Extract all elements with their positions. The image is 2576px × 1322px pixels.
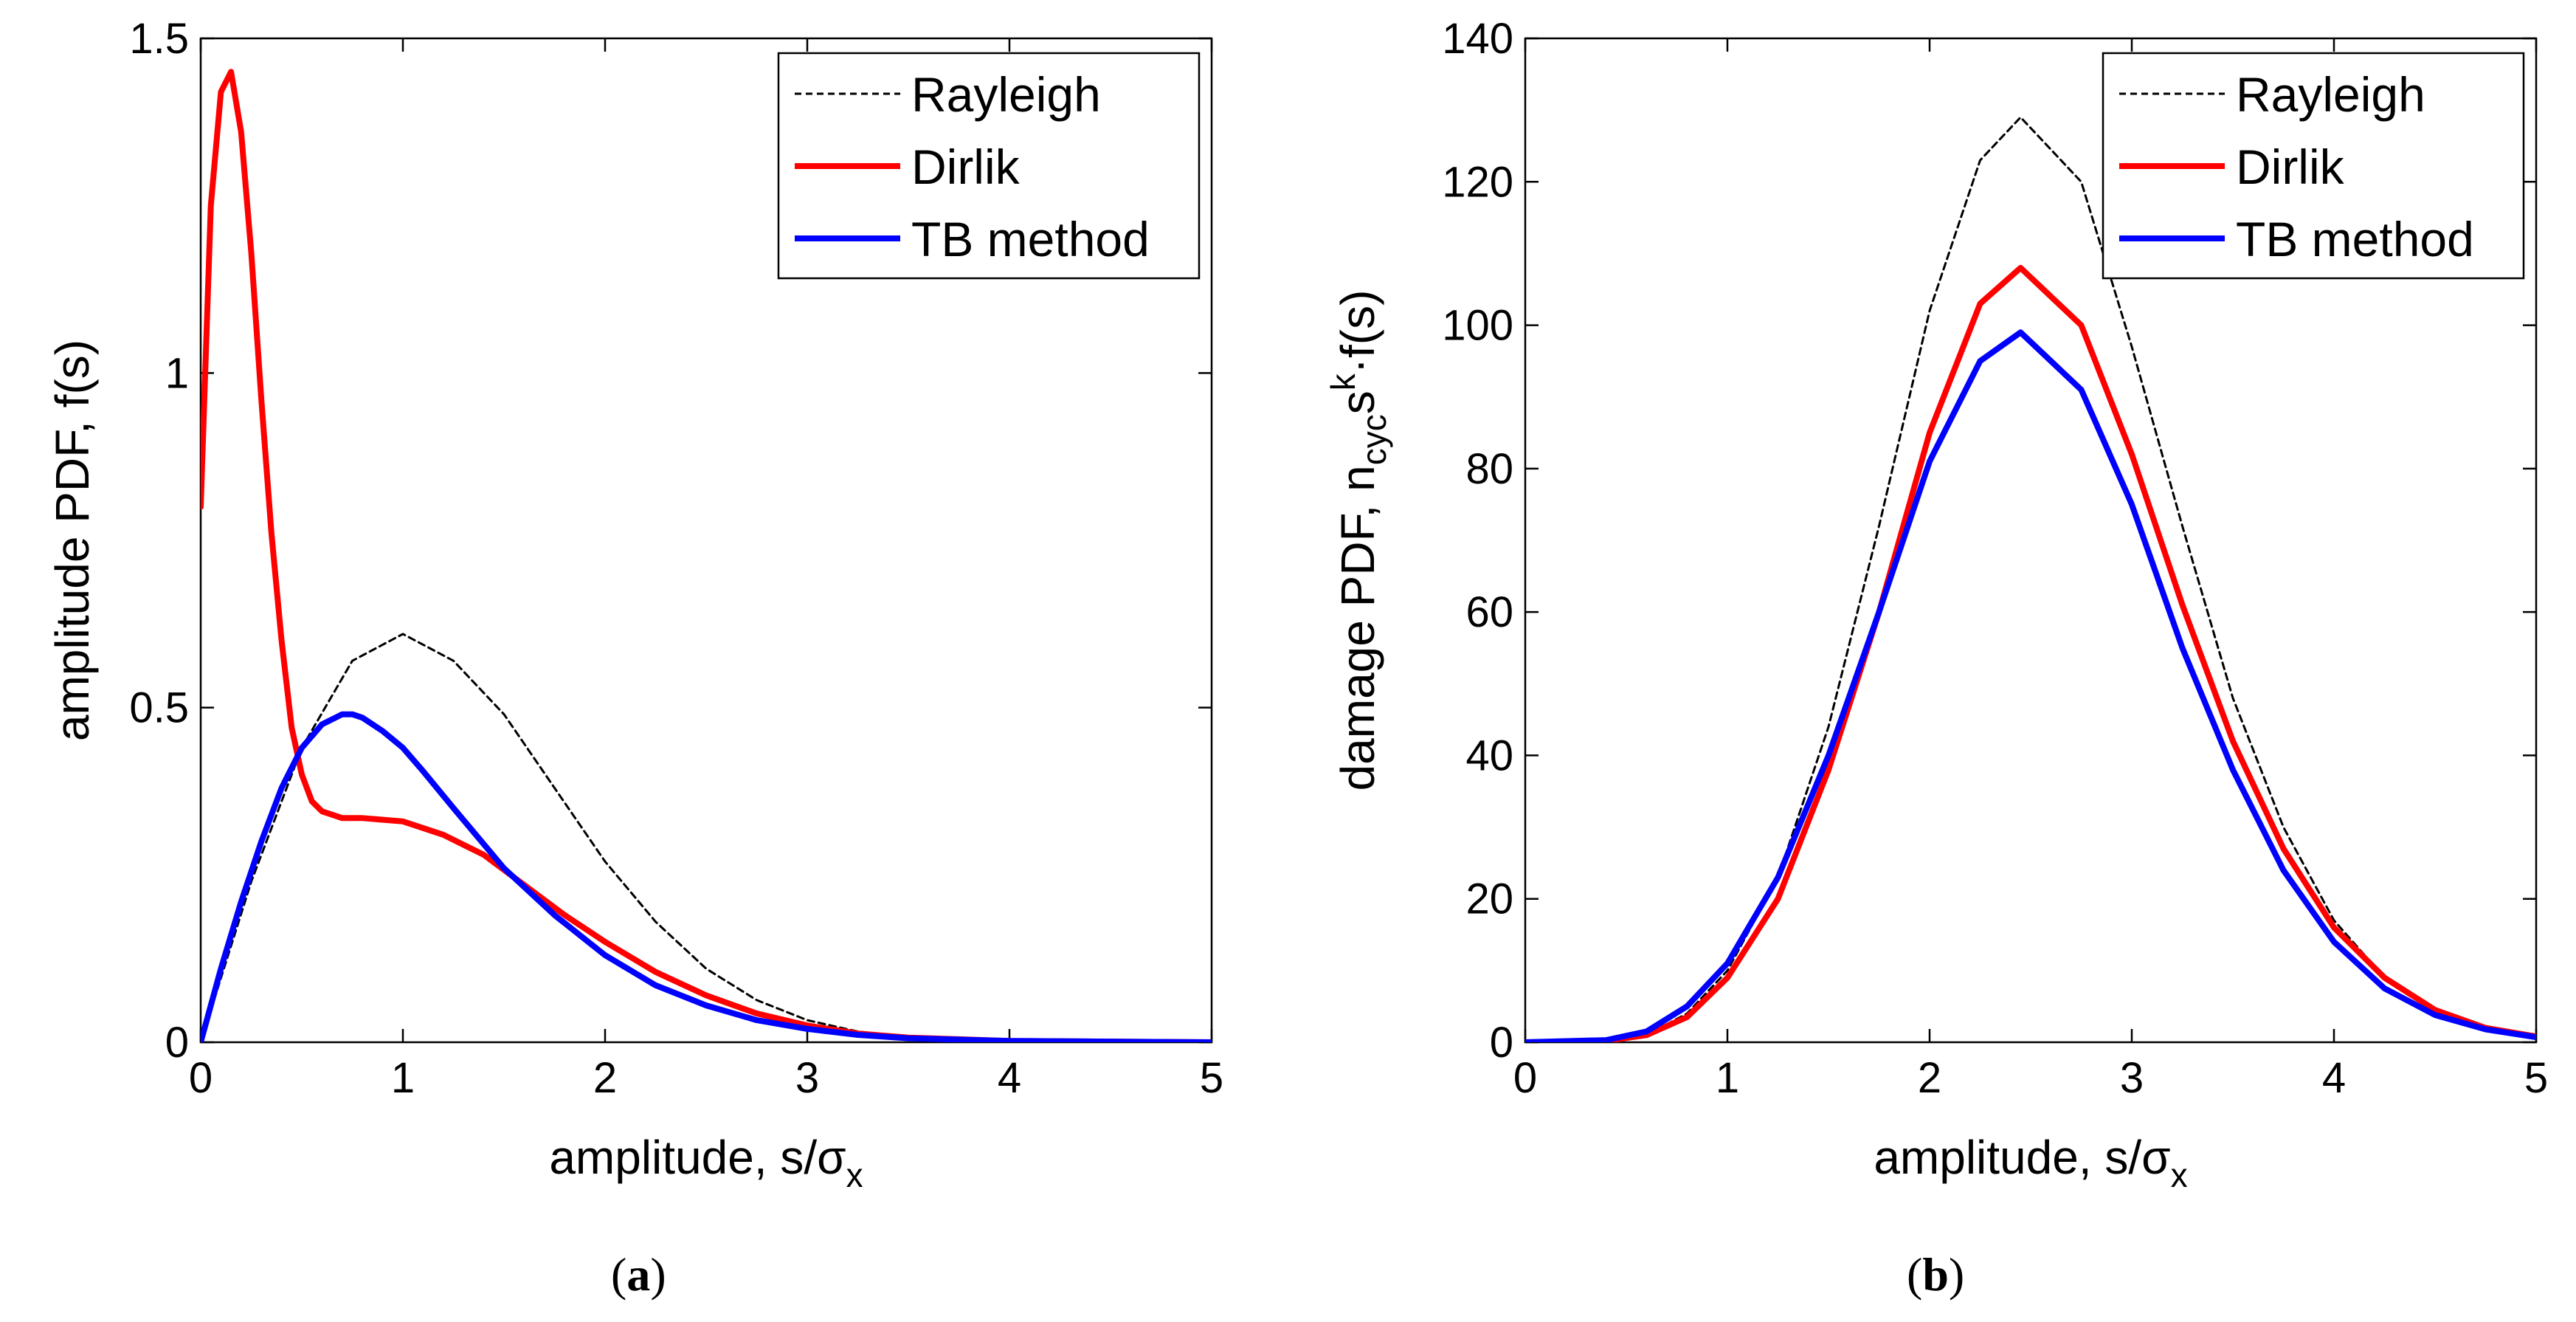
x-tick-label: 4 bbox=[2322, 1054, 2346, 1102]
x-tick-label: 0 bbox=[1513, 1054, 1537, 1102]
legend-label: Rayleigh bbox=[911, 67, 1101, 122]
y-axis-label: damage PDF, ncycsk·f(s) bbox=[1324, 290, 1393, 791]
y-tick-label: 20 bbox=[1465, 875, 1513, 923]
series-dirlik-line bbox=[1525, 264, 2536, 1042]
x-tick-label: 3 bbox=[795, 1054, 819, 1102]
y-tick-label: 80 bbox=[1465, 445, 1513, 493]
legend: Rayleigh Dirlik TB method bbox=[777, 52, 1201, 280]
caption-b: (b) bbox=[1907, 1248, 1965, 1301]
x-tick-label: 1 bbox=[1716, 1054, 1739, 1102]
series-rayleigh-line bbox=[201, 633, 1212, 1042]
x-tick-label: 1 bbox=[391, 1054, 415, 1102]
caption-a-letter: a bbox=[626, 1248, 651, 1301]
y-tick-label: 60 bbox=[1465, 588, 1513, 636]
plot-frame bbox=[199, 37, 1213, 1044]
panel-a: 0 1 2 3 4 5 0 0.5 1 1.5 amplitude, s/σx amplitude P… bbox=[46, 15, 1223, 1194]
y-tick-label: 140 bbox=[1442, 15, 1513, 63]
caption-a: (a) bbox=[611, 1248, 666, 1301]
x-axis-label: amplitude, s/σx bbox=[1874, 1131, 2187, 1194]
x-tick-label: 4 bbox=[998, 1054, 1021, 1102]
legend-label: Rayleigh bbox=[2236, 67, 2425, 122]
series-dirlik-line bbox=[201, 69, 1212, 1042]
y-tick-label: 40 bbox=[1465, 731, 1513, 779]
panel-b: 0 1 2 3 4 5 0 20 40 60 80 100 120 140 amplitude, s/σx d… bbox=[1324, 15, 2548, 1194]
plot-frame bbox=[1524, 37, 2538, 1044]
x-tick-label: 2 bbox=[593, 1054, 617, 1102]
x-tick-label: 5 bbox=[2524, 1054, 2548, 1102]
x-tick-label: 3 bbox=[2120, 1054, 2144, 1102]
series-tb-method-line bbox=[201, 711, 1212, 1042]
series-tb-method-line bbox=[1525, 329, 2536, 1042]
y-tick-label: 1 bbox=[165, 349, 189, 397]
y-tick-label: 0 bbox=[1490, 1019, 1513, 1067]
legend-label: Dirlik bbox=[911, 140, 1021, 194]
y-tick-label: 120 bbox=[1442, 158, 1513, 206]
y-axis-label: amplitude PDF, f(s) bbox=[46, 340, 99, 741]
caption-b-letter: b bbox=[1922, 1248, 1949, 1301]
x-tick-label: 0 bbox=[189, 1054, 213, 1102]
legend-label: TB method bbox=[2236, 212, 2474, 266]
x-tick-label: 2 bbox=[1918, 1054, 1941, 1102]
legend: Rayleigh Dirlik TB method bbox=[2102, 52, 2525, 280]
y-tick-label: 1.5 bbox=[129, 15, 189, 63]
legend-label: TB method bbox=[911, 212, 1150, 266]
y-tick-label: 100 bbox=[1442, 302, 1513, 350]
legend-label: Dirlik bbox=[2236, 140, 2345, 194]
y-tick-label: 0.5 bbox=[129, 684, 189, 732]
x-tick-label: 5 bbox=[1200, 1054, 1223, 1102]
x-axis-label: amplitude, s/σx bbox=[549, 1131, 863, 1194]
y-tick-label: 0 bbox=[165, 1019, 189, 1067]
